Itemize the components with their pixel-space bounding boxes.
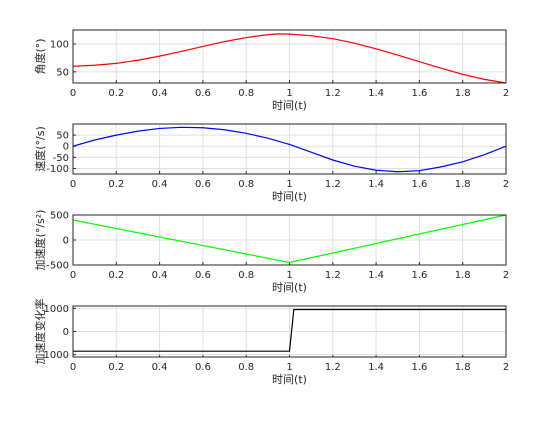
y-tick-label: 100 <box>50 39 69 50</box>
x-axis-label: 时间(t) <box>272 190 307 203</box>
y-tick-label: 500 <box>50 211 69 222</box>
x-tick-label: 0.8 <box>238 88 254 99</box>
x-tick-label: 1 <box>286 362 292 373</box>
x-tick-label: 0.2 <box>108 179 124 190</box>
axes-frame <box>72 305 507 358</box>
x-tick-label: 0.6 <box>195 362 211 373</box>
x-tick-label: 1.6 <box>411 270 427 281</box>
series-line-jerk <box>73 308 506 352</box>
y-tick-label: 0 <box>63 327 69 338</box>
y-tick-label: -500 <box>46 261 69 272</box>
subplot-velocity: 0 0.2 0.4 0.6 0.8 1 1.2 1.4 1.6 1.8 2-100-50050时间(… <box>33 123 509 203</box>
y-axis-label: 角度(°) <box>33 38 47 74</box>
x-tick-label: 2 <box>503 88 509 99</box>
x-tick-label: 2 <box>503 362 509 373</box>
x-tick-label: 0.4 <box>152 179 168 190</box>
x-tick-label: 0.2 <box>108 88 124 99</box>
y-tick-label: -50 <box>53 153 69 164</box>
y-tick-label: 0 <box>63 236 69 247</box>
x-tick-label: 1.8 <box>455 362 471 373</box>
x-tick-label: 2 <box>503 270 509 281</box>
x-tick-label: 1.8 <box>455 179 471 190</box>
x-tick-label: 1 <box>286 179 292 190</box>
x-tick-label: 1.4 <box>368 88 384 99</box>
x-tick-label: 0.2 <box>108 270 124 281</box>
y-tick-label: 50 <box>56 67 69 78</box>
y-tick-label: 50 <box>56 131 69 142</box>
x-tick-label: 1.2 <box>325 362 341 373</box>
y-tick-label: 0 <box>63 142 69 153</box>
x-tick-label: 1.4 <box>368 270 384 281</box>
x-tick-label: 0.6 <box>195 179 211 190</box>
x-tick-label: 0.4 <box>152 270 168 281</box>
x-tick-label: 0.4 <box>152 88 168 99</box>
x-tick-label: 1.2 <box>325 88 341 99</box>
x-tick-label: 1.2 <box>325 179 341 190</box>
x-axis-label: 时间(t) <box>272 373 307 386</box>
x-tick-label: 0 <box>70 270 76 281</box>
y-tick-label: -100 <box>46 164 69 175</box>
axes-frame <box>72 214 507 266</box>
x-tick-label: 1.2 <box>325 270 341 281</box>
x-axis-label: 时间(t) <box>272 99 307 112</box>
y-axis-label: 加速度(°/s²) <box>33 210 47 271</box>
series-line-velocity <box>72 126 507 173</box>
x-tick-label: 1.4 <box>368 362 384 373</box>
x-tick-label: 0.2 <box>108 362 124 373</box>
x-tick-label: 1 <box>286 88 292 99</box>
subplot-acceleration: 0 0.2 0.4 0.6 0.8 1 1.2 1.4 1.6 1.8 2-5000500时间(t)… <box>33 210 509 294</box>
x-tick-label: 0 <box>70 362 76 373</box>
x-tick-label: 0.6 <box>195 270 211 281</box>
x-tick-label: 1.6 <box>411 362 427 373</box>
x-tick-label: 2 <box>503 179 509 190</box>
y-axis-label: 加速度变化率 <box>33 299 47 365</box>
x-tick-label: 1.6 <box>411 88 427 99</box>
series-line-angle <box>72 33 507 84</box>
x-tick-label: 0.6 <box>195 88 211 99</box>
axes-frame <box>72 123 507 175</box>
subplot-jerk: 0 0.2 0.4 0.6 0.8 1 1.2 1.4 1.6 1.8 2-100001000时间(… <box>33 299 509 387</box>
x-tick-label: 1.4 <box>368 179 384 190</box>
y-tick-label: -1000 <box>40 350 69 361</box>
x-tick-label: 0 <box>70 179 76 190</box>
x-tick-label: 1.8 <box>455 270 471 281</box>
x-axis-label: 时间(t) <box>272 281 307 294</box>
x-tick-label: 0.8 <box>238 179 254 190</box>
x-tick-label: 0.4 <box>152 362 168 373</box>
x-tick-label: 0.8 <box>238 362 254 373</box>
y-tick-label: 1000 <box>44 304 69 315</box>
subplot-angle: 0 0.2 0.4 0.6 0.8 1 1.2 1.4 1.6 1.8 2 50 100 时间(t) 角度(… <box>33 29 509 112</box>
axes-frame <box>72 29 507 84</box>
x-tick-label: 1.8 <box>455 88 471 99</box>
x-tick-label: 0 <box>70 88 76 99</box>
y-axis-label: 速度(°/s) <box>33 126 47 172</box>
x-tick-label: 1 <box>286 270 292 281</box>
x-tick-label: 0.8 <box>238 270 254 281</box>
series-line-acceleration <box>72 214 507 264</box>
x-tick-label: 1.6 <box>411 179 427 190</box>
